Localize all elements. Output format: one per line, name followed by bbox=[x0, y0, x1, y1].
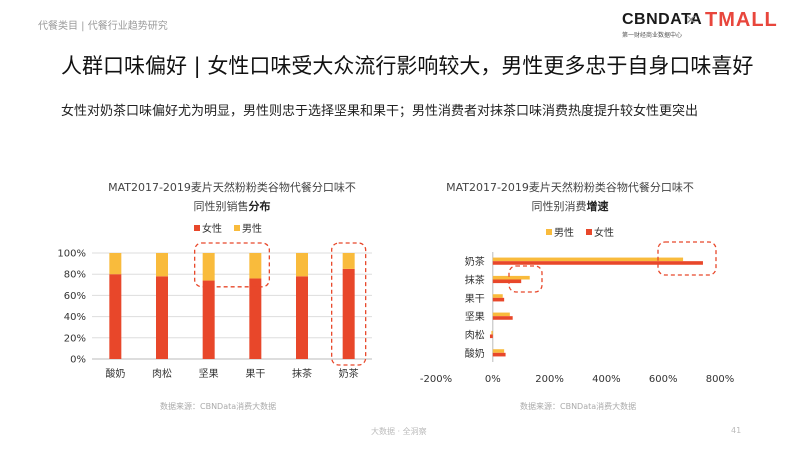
chart1-bar-male bbox=[249, 253, 262, 279]
chart2-title: MAT2017-2019麦片天然粉粉类谷物代餐分口味不 同性别消费增速 bbox=[420, 178, 720, 216]
chart1-title-line2: 同性别销售分布 bbox=[82, 197, 382, 216]
chart1-bar-male bbox=[342, 253, 355, 269]
chart2-legend-swatch bbox=[586, 229, 592, 235]
chart1-highlight-box bbox=[331, 242, 367, 366]
chart2-bar-female bbox=[492, 316, 513, 320]
chart2-bar-female bbox=[492, 279, 522, 284]
chart2-bar-female bbox=[492, 352, 506, 357]
chart1-bar-female bbox=[109, 274, 122, 359]
chart2-title-line1: MAT2017-2019麦片天然粉粉类谷物代餐分口味不 bbox=[446, 181, 694, 194]
chart1-highlight-box bbox=[194, 242, 270, 288]
chart1-x-tick-label: 坚果 bbox=[199, 368, 219, 380]
chart2-source: 数据来源：CBNData消费大数据 bbox=[520, 402, 637, 411]
logo-separator: × bbox=[686, 10, 696, 29]
chart2-y-tick-label: 抹茶 bbox=[465, 274, 485, 287]
cbndata-logo-subtitle: 第一财经商业数据中心 bbox=[622, 32, 683, 39]
chart1-bar-female bbox=[249, 278, 262, 359]
chart1-bar-female bbox=[342, 268, 355, 359]
chart1-legend-label: 女性 bbox=[202, 222, 222, 235]
chart2-bar-female bbox=[492, 297, 505, 302]
chart1-y-tick-label: 80% bbox=[64, 270, 86, 281]
chart2-highlight-box bbox=[508, 265, 543, 293]
chart2-y-tick-label: 奶茶 bbox=[465, 255, 485, 268]
chart1-x-tick-label: 奶茶 bbox=[339, 367, 359, 380]
chart2-title-line2: 同性别消费增速 bbox=[420, 197, 720, 216]
chart1-bar-male bbox=[202, 253, 215, 281]
page-number: 41 bbox=[731, 426, 742, 435]
chart2-y-tick-label: 肉松 bbox=[465, 329, 485, 342]
page-title: 人群口味偏好 | 女性口味受大众流行影响较大，男性更多忠于自身口味喜好 bbox=[61, 54, 754, 78]
chart2-x-tick-label: 400% bbox=[592, 374, 621, 385]
chart2-x-tick-label: 600% bbox=[649, 374, 678, 385]
chart1-x-tick-label: 肉松 bbox=[152, 367, 172, 380]
tmall-logo: TMALL bbox=[705, 9, 778, 31]
chart1-y-tick-label: 60% bbox=[64, 291, 86, 302]
chart2-legend-label: 女性 bbox=[594, 226, 614, 239]
chart2-bar-male bbox=[492, 349, 505, 353]
chart2-bar-female bbox=[489, 334, 493, 339]
chart1-y-tick-label: 0% bbox=[70, 355, 86, 366]
chart2-bar-male bbox=[492, 312, 510, 317]
chart1-title-line1: MAT2017-2019麦片天然粉粉类谷物代餐分口味不 bbox=[108, 181, 356, 194]
chart1-source: 数据来源：CBNData消费大数据 bbox=[160, 402, 277, 411]
chart2-bar-male bbox=[492, 275, 530, 280]
chart1-bar-female bbox=[156, 276, 168, 359]
chart1-x-tick-label: 抹茶 bbox=[292, 367, 312, 380]
chart2-title-line2-bold: 增速 bbox=[586, 200, 609, 213]
chart1-y-tick-label: 100% bbox=[57, 249, 86, 260]
chart2-y-tick-label: 坚果 bbox=[465, 311, 485, 323]
footer-text: 大数据 · 全洞察 bbox=[371, 427, 427, 436]
chart1-y-tick-label: 40% bbox=[64, 312, 86, 323]
chart2-bar-male bbox=[492, 294, 503, 298]
chart1-y-tick-label: 20% bbox=[64, 333, 86, 344]
chart2-x-tick-label: 200% bbox=[535, 374, 564, 385]
chart2-title-line2-plain: 同性别消费 bbox=[531, 200, 587, 213]
chart1-legend-swatch bbox=[194, 225, 200, 231]
chart1-legend-swatch bbox=[234, 225, 240, 231]
chart2-bar-male bbox=[492, 257, 684, 262]
chart1-title-line2-bold: 分布 bbox=[248, 200, 271, 213]
chart1-title-line2-plain: 同性别销售 bbox=[193, 200, 249, 213]
chart1-bar-female bbox=[296, 276, 308, 359]
cbndata-logo: CBNDATA bbox=[622, 11, 703, 28]
chart2-bar-male bbox=[491, 330, 493, 335]
chart1-legend-label: 男性 bbox=[242, 222, 262, 235]
chart2-bar-female bbox=[492, 261, 703, 265]
chart2-x-tick-label: -200% bbox=[420, 374, 452, 385]
chart2-x-tick-label: 800% bbox=[706, 374, 735, 385]
breadcrumb: 代餐类目 | 代餐行业趋势研究 bbox=[38, 21, 168, 32]
page-subtitle: 女性对奶茶口味偏好尤为明显，男性则忠于选择坚果和果干；男性消费者对抹茶口味消费热… bbox=[61, 104, 699, 119]
chart2-y-tick-label: 果干 bbox=[465, 293, 485, 305]
chart1-bar-male bbox=[109, 253, 122, 275]
chart1-bar-male bbox=[296, 253, 308, 277]
chart1-bar-male bbox=[156, 253, 168, 277]
chart1-title: MAT2017-2019麦片天然粉粉类谷物代餐分口味不 同性别销售分布 bbox=[82, 178, 382, 216]
chart2-y-tick-label: 酸奶 bbox=[465, 347, 485, 360]
chart2-highlight-box bbox=[657, 241, 717, 276]
chart1-x-tick-label: 酸奶 bbox=[105, 367, 125, 380]
chart1-bar-female bbox=[202, 280, 215, 359]
chart2-legend-label: 男性 bbox=[554, 226, 574, 239]
chart2-x-tick-label: 0% bbox=[485, 374, 501, 385]
chart2-legend-swatch bbox=[546, 229, 552, 235]
chart1-x-tick-label: 果干 bbox=[245, 368, 265, 380]
